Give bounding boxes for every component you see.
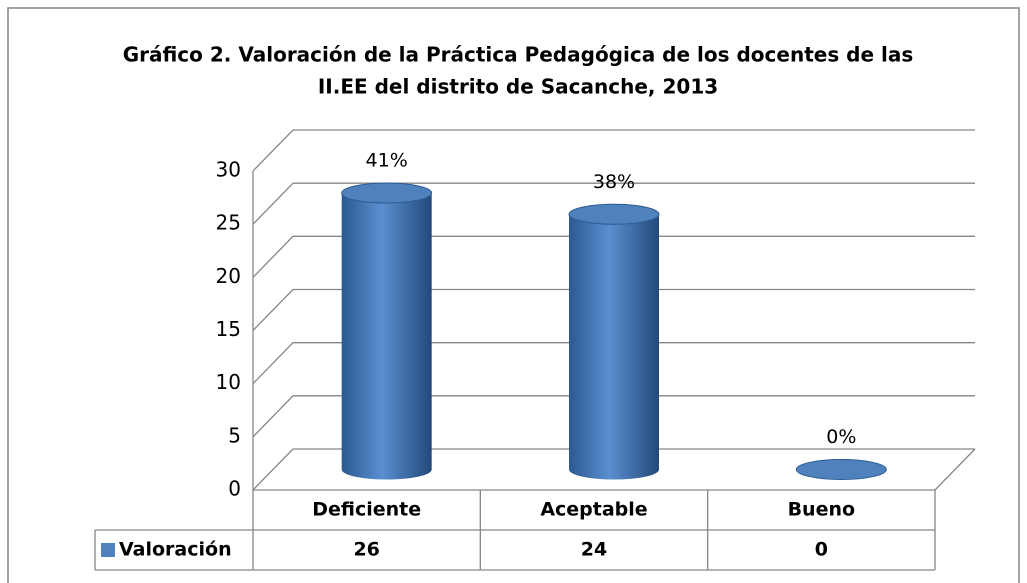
y-tick-label: 30 [216, 158, 241, 182]
grid-line [252, 395, 975, 438]
data-label: 41% [366, 150, 408, 172]
cylinder-body [341, 193, 432, 480]
y-tick-label: 15 [216, 317, 241, 341]
grid-line [252, 448, 975, 491]
x-tick-label: Bueno [788, 499, 855, 521]
grid-line [252, 235, 975, 278]
table-value: 0 [815, 539, 828, 561]
table-grid [94, 490, 936, 571]
chart-title: Gráfico 2. Valoración de la Práctica Ped… [123, 43, 914, 67]
data-label: 0% [826, 426, 856, 448]
chart-frame [7, 7, 1020, 583]
y-tick-label: 25 [216, 211, 241, 235]
y-tick-label: 0 [228, 477, 241, 501]
cylinder [341, 182, 433, 480]
cylinder-top [795, 459, 887, 480]
grid-line [252, 129, 975, 172]
grid-line [252, 182, 975, 225]
legend-swatch [101, 543, 115, 557]
cylinder [568, 203, 660, 480]
y-tick-label: 5 [228, 423, 241, 447]
table-value: 26 [353, 539, 379, 561]
chart-subtitle: II.EE del distrito de Sacanche, 2013 [318, 75, 718, 99]
data-label: 38% [593, 171, 635, 193]
grid-line [252, 342, 975, 385]
cylinder [795, 459, 887, 480]
table-value: 24 [581, 539, 607, 561]
y-tick-label: 10 [216, 370, 241, 394]
cylinder-body [569, 214, 659, 480]
legend-label: Valoración [119, 539, 232, 561]
cylinder-top [568, 203, 660, 225]
y-tick-label: 20 [216, 264, 241, 288]
x-tick-label: Aceptable [540, 499, 647, 521]
cylinder-top [341, 182, 433, 204]
grid-line [252, 288, 975, 331]
x-tick-label: Deficiente [312, 499, 421, 521]
